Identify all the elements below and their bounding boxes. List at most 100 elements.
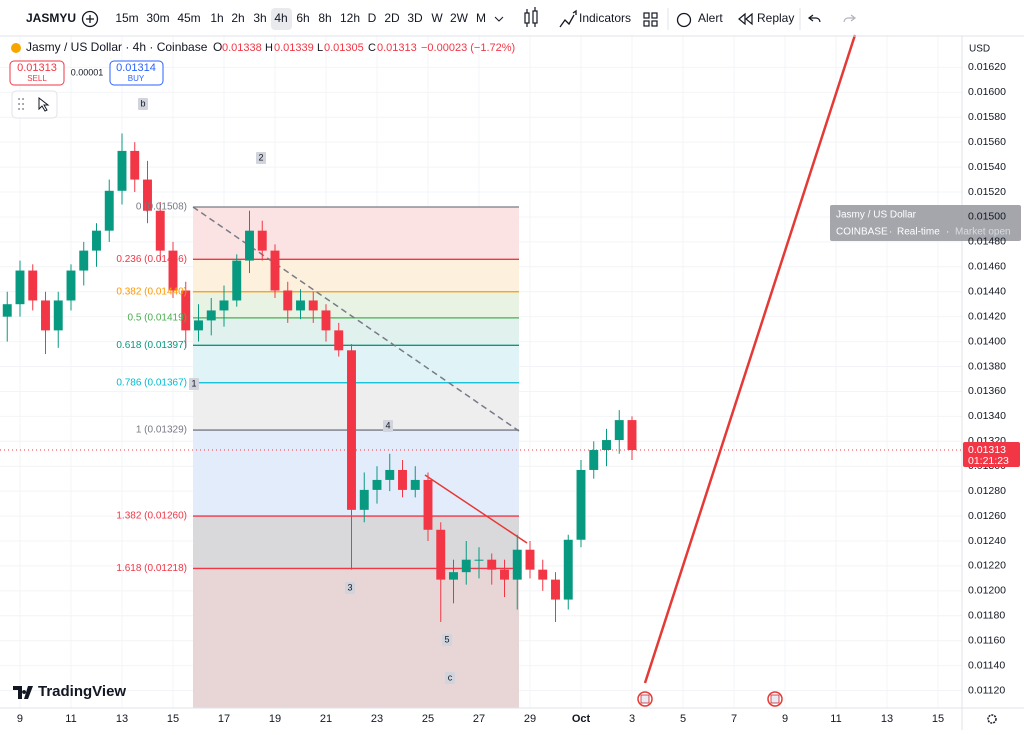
interval-button[interactable]: 30m	[146, 11, 169, 25]
undo[interactable]	[808, 14, 821, 23]
tooltip-exchange: COINBASE	[836, 227, 888, 238]
wave-label: 1	[191, 378, 196, 388]
y-tick-label: 0.01340	[968, 410, 1006, 422]
interval-button[interactable]: 15m	[115, 11, 138, 25]
interval-button[interactable]: 6h	[296, 11, 309, 25]
replay-icon[interactable]	[738, 12, 753, 26]
candle-body	[257, 230, 267, 251]
interval-button[interactable]: 1h	[210, 11, 223, 25]
candle-body	[104, 190, 114, 231]
sell-button[interactable]	[9, 60, 65, 86]
candle-body	[602, 440, 611, 451]
buy-button[interactable]	[109, 60, 164, 86]
trend-line	[424, 474, 528, 544]
fib-label: 0.382 (0.01440)	[116, 286, 187, 297]
indicators-icon[interactable]	[559, 9, 577, 28]
last-price-box	[963, 442, 1020, 468]
x-tick-label: 15	[167, 713, 179, 725]
candle-body	[500, 569, 509, 580]
wave-label-bg	[442, 634, 452, 646]
candle-body	[219, 300, 229, 311]
interval-button[interactable]: 8h	[318, 11, 331, 25]
candle-body	[474, 559, 484, 561]
interval-button[interactable]: 2h	[231, 11, 244, 25]
interval-button[interactable]: W	[431, 11, 443, 25]
interval-button[interactable]: 45m	[177, 11, 200, 25]
wave-label: b	[140, 98, 145, 108]
y-tick-label: 0.01240	[968, 535, 1006, 547]
interval-button[interactable]: D	[368, 11, 377, 25]
interval-button[interactable]: M	[476, 11, 486, 25]
candle-body	[79, 250, 89, 271]
x-tick-label: 27	[473, 713, 485, 725]
fib-label: 1.618 (0.01218)	[116, 563, 187, 574]
fib-label: 0.236 (0.01466)	[116, 254, 187, 265]
candle-type-icon[interactable]	[524, 7, 538, 27]
x-tick-label: 5	[680, 713, 686, 725]
legend-key: C	[368, 42, 376, 54]
event-flag-icon	[640, 694, 650, 704]
active-interval-bg	[271, 8, 292, 30]
wave-label-bg	[189, 378, 199, 390]
sell-label: SELL	[27, 74, 47, 83]
x-tick-label: 21	[320, 713, 332, 725]
alert-button[interactable]: Alert	[698, 11, 723, 25]
candle-body	[436, 529, 446, 580]
layouts-icon[interactable]	[643, 12, 658, 27]
interval-button[interactable]: 2D	[384, 11, 400, 25]
fib-label: 1.382 (0.01260)	[116, 511, 187, 522]
y-tick-label: 0.01600	[968, 86, 1006, 98]
candle-body	[143, 179, 152, 211]
redo[interactable]	[843, 14, 856, 23]
fib-band	[193, 291, 519, 318]
candle-body	[53, 300, 63, 331]
candle-body	[487, 559, 497, 570]
y-tick-label: 0.01120	[968, 684, 1005, 696]
interval-button[interactable]: 3h	[253, 11, 266, 25]
interval-button[interactable]: 3D	[407, 11, 423, 25]
wave-label-bg	[383, 420, 393, 432]
candle-body	[449, 572, 458, 580]
y-tick-label: 0.01220	[968, 560, 1006, 572]
interval-button[interactable]: 2W	[450, 11, 469, 25]
candle-body	[538, 569, 548, 580]
y-tick-label: 0.01500	[968, 211, 1006, 223]
x-tick-label: 11	[830, 713, 841, 725]
cursor-tool[interactable]	[38, 96, 50, 112]
candle-body	[551, 579, 560, 600]
fib-band	[193, 345, 519, 383]
currency[interactable]: USD	[969, 44, 990, 55]
tooltip-sep: ·	[889, 227, 892, 238]
y-tick-label: 0.01440	[968, 286, 1006, 298]
indicators-button[interactable]: Indicators	[579, 11, 631, 25]
wave-label-bg	[138, 98, 148, 110]
y-tick-label: 0.01200	[968, 585, 1006, 597]
fib-band	[193, 568, 519, 708]
intervals-dropdown[interactable]	[494, 16, 504, 22]
legend-change: −0.00023 (−1.72%)	[421, 42, 515, 54]
candle-body	[155, 210, 165, 251]
candle-body	[181, 290, 191, 331]
settings-icon[interactable]	[987, 714, 997, 724]
wave-label-bg	[256, 152, 266, 164]
candle-body	[512, 549, 522, 580]
y-tick-label: 0.01540	[968, 161, 1006, 173]
y-tick-label: 0.01280	[968, 485, 1006, 497]
interval-button[interactable]: 4h	[274, 11, 287, 25]
candle-body	[15, 270, 25, 305]
interval-button[interactable]: 12h	[340, 11, 360, 25]
replay-button[interactable]: Replay	[757, 11, 794, 25]
coin-icon	[11, 43, 21, 53]
y-tick-label: 0.01560	[968, 136, 1006, 148]
drag-handle[interactable]	[18, 98, 25, 110]
symbol-tooltip	[830, 205, 1021, 241]
x-tick-label: 15	[932, 713, 944, 725]
add-symbol[interactable]	[81, 10, 99, 28]
alert-icon[interactable]	[676, 12, 692, 28]
x-tick-label: 3	[629, 713, 635, 725]
currency-button[interactable]	[966, 39, 1016, 58]
wave-label-bg	[345, 582, 355, 594]
candle-body	[206, 310, 216, 321]
symbol[interactable]: JASMYU	[26, 11, 76, 25]
buy-label: BUY	[128, 74, 145, 83]
